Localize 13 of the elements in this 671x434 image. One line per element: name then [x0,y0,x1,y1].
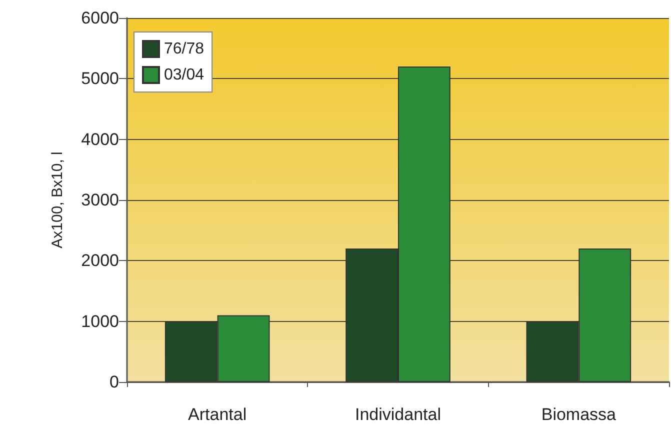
y-tick-label: 6000 [81,8,119,28]
y-tick-label: 5000 [81,69,119,88]
x-tick-label: Individantal [354,405,442,424]
y-tick-label: 0 [110,372,119,392]
y-tick-label: 2000 [81,251,119,270]
x-tick-label: Biomassa [541,405,617,424]
legend-label: 03/04 [164,66,204,84]
x-tick-label: Artantal [188,405,247,424]
legend-label: 76/78 [164,40,204,58]
y-axis-title: Ax100, Bx10, l [49,152,66,248]
y-tick-label: 4000 [81,130,119,149]
y-tick-label: 3000 [81,190,119,210]
y-tick-label: 1000 [81,312,119,331]
